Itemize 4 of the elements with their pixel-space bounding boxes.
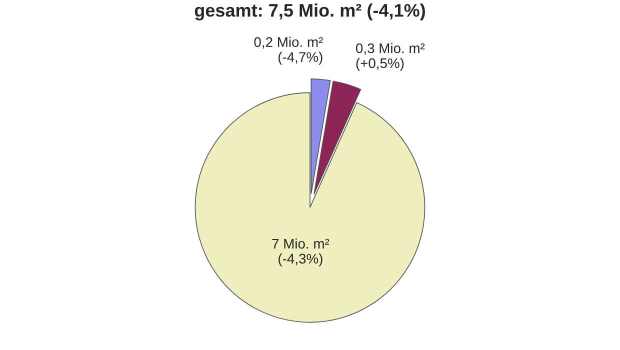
data-label: 0,3 Mio. m² (+0,5%) [356, 42, 425, 71]
data-label: 0,2 Mio. m² (-4,7%) [254, 36, 323, 65]
data-label: 7 Mio. m² (-4,3%) [272, 238, 330, 266]
chart-title: gesamt: 7,5 Mio. m² (-4,1%) [194, 4, 425, 20]
